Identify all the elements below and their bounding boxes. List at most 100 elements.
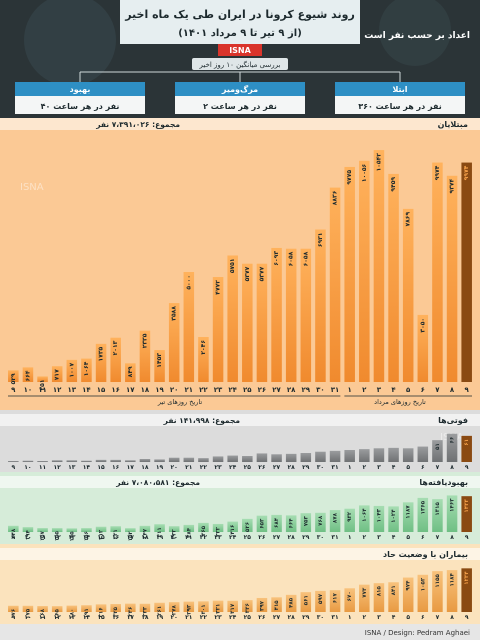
recovered-value-label: ۶۵۳	[259, 518, 265, 529]
cases-day-tick: ۳۱	[331, 386, 340, 394]
cases-bar	[359, 160, 370, 382]
severe-bar	[402, 577, 414, 612]
cases-value-label: ۶۰۵۸	[302, 251, 309, 266]
cases-value-label: ۸۴۹	[127, 366, 134, 377]
deaths-bar	[51, 460, 63, 462]
recovered-bar	[417, 497, 429, 533]
deaths-bar	[344, 450, 355, 462]
deaths-bar	[373, 448, 385, 462]
recovered-day-tick: ۱۵	[97, 534, 105, 541]
recovered-day-tick: ۱۶	[112, 534, 120, 541]
deaths-day-tick: ۹	[465, 464, 469, 471]
severe-value-label: ۱۱۸۴	[450, 572, 456, 586]
recovered-day-tick: ۲۲	[200, 534, 208, 541]
deaths-value-label: ۵۱	[435, 443, 441, 450]
severe-title: بیماران با وضعیت حاد	[383, 550, 468, 559]
deaths-bar	[256, 453, 268, 462]
severe-bar	[66, 605, 78, 612]
recovered-value-label: ۱۱۸۷	[406, 505, 412, 519]
recovered-bar	[8, 525, 19, 532]
deaths-day-tick: ۲۷	[273, 464, 281, 471]
severe-value-label: ۸۴۱	[391, 585, 397, 595]
severe-value-label: ۱۱۵۵	[435, 573, 441, 587]
deaths-bar	[242, 456, 253, 462]
recovered-value-label: ۳۶۵	[201, 525, 207, 536]
recovered-value-label: ۱۰۶۴	[362, 508, 368, 522]
cases-value-label: ۵۲۹	[10, 373, 17, 384]
cases-bar	[212, 277, 224, 382]
cases-day-tick: ۲۴	[228, 386, 237, 394]
severe-value-label: ۸۱۵	[376, 586, 382, 597]
cases-bar	[227, 255, 238, 382]
cases-day-tick: ۳	[377, 386, 382, 394]
cases-day-tick: ۱۹	[155, 386, 164, 394]
cases-value-label: ۹۹۷۴	[463, 165, 470, 180]
recovered-bar	[198, 522, 209, 533]
severe-value-label: ۶۷۰	[347, 591, 353, 601]
recovered-value-label: ۲۱۲	[99, 529, 105, 540]
cases-day-tick: ۱۸	[141, 386, 150, 394]
severe-bar	[110, 604, 121, 612]
recovered-value-label: ۱۵۶	[84, 531, 90, 541]
recovered-value-label: ۱۴۵	[69, 531, 75, 542]
deaths-day-tick: ۲۳	[214, 464, 222, 471]
recovered-bar	[388, 506, 399, 532]
cases-value-label: ۲۰۱۳	[112, 340, 119, 355]
deaths-day-tick: ۱۲	[54, 464, 62, 471]
recovered-bar	[402, 502, 414, 532]
deaths-day-tick: ۲	[362, 464, 366, 471]
cases-value-label: ۹۷۷۵	[346, 170, 353, 185]
recovered-value-label: ۲۴۷	[142, 528, 148, 539]
deaths-bar	[22, 460, 34, 462]
footer-credit: ISNA / Design: Pedram Aghaei	[365, 629, 470, 637]
recovered-day-tick: ۱۲	[54, 534, 62, 541]
recovered-bar	[329, 510, 341, 532]
deaths-bar	[139, 459, 151, 462]
cases-bar	[256, 263, 268, 382]
severe-day-tick: ۱۸	[141, 614, 149, 621]
recovered-value-label: ۱۳۶۵	[420, 500, 426, 514]
deaths-day-tick: ۱	[348, 464, 352, 471]
severe-day-tick: ۱	[348, 614, 352, 621]
cases-day-tick: ۲۶	[258, 386, 267, 394]
deaths-day-tick: ۲۸	[288, 464, 296, 471]
deaths-value-label: ۶۶	[450, 437, 456, 444]
severe-day-tick: ۲۴	[229, 614, 237, 621]
recovered-value-label: ۸۷۸	[333, 512, 339, 523]
severe-value-label: ۳۲۱	[216, 604, 222, 614]
cases-bar	[315, 229, 326, 382]
severe-bar	[373, 583, 385, 612]
recovered-bar	[242, 518, 253, 532]
severe-bar	[359, 584, 370, 612]
severe-bar	[344, 588, 355, 612]
cases-day-tick: ۲	[362, 386, 367, 394]
watermark-1: ISNA	[20, 182, 44, 193]
agency-label: ISNA	[229, 46, 251, 55]
deaths-day-tick: ۳۰	[317, 464, 324, 471]
summary-recovered-value: ۴۰ نفر در هر ساعت	[41, 102, 120, 111]
recovered-bar	[168, 526, 180, 532]
recovered-day-tick: ۱۰	[24, 534, 31, 541]
severe-day-tick: ۲۲	[200, 614, 208, 621]
cases-value-label: ۵۳۷۷	[244, 266, 251, 281]
severe-value-label: ۳۱۷	[230, 603, 236, 614]
severe-value-label: ۱۶۵	[55, 609, 61, 620]
severe-bar	[285, 594, 297, 612]
cases-value-label: ۹۴۵۹	[390, 177, 397, 192]
deaths-day-tick: ۲۲	[200, 464, 208, 471]
recovered-bar	[446, 495, 458, 533]
deaths-bar	[359, 449, 370, 462]
severe-bar	[388, 582, 399, 612]
cases-day-tick: ۱۰	[24, 386, 33, 394]
severe-value-label: ۳۰۱	[201, 604, 207, 614]
deaths-day-tick: ۱۳	[68, 464, 76, 471]
cases-value-label: ۱۰۵۴۲	[375, 153, 382, 172]
severe-bar	[446, 570, 458, 612]
deaths-bar	[432, 440, 443, 462]
severe-day-tick: ۲	[362, 614, 366, 621]
cases-bar	[22, 367, 34, 382]
severe-day-tick: ۲۵	[244, 614, 252, 621]
cases-value-label: ۷۱۷	[54, 369, 61, 380]
cases-bar	[388, 173, 399, 382]
